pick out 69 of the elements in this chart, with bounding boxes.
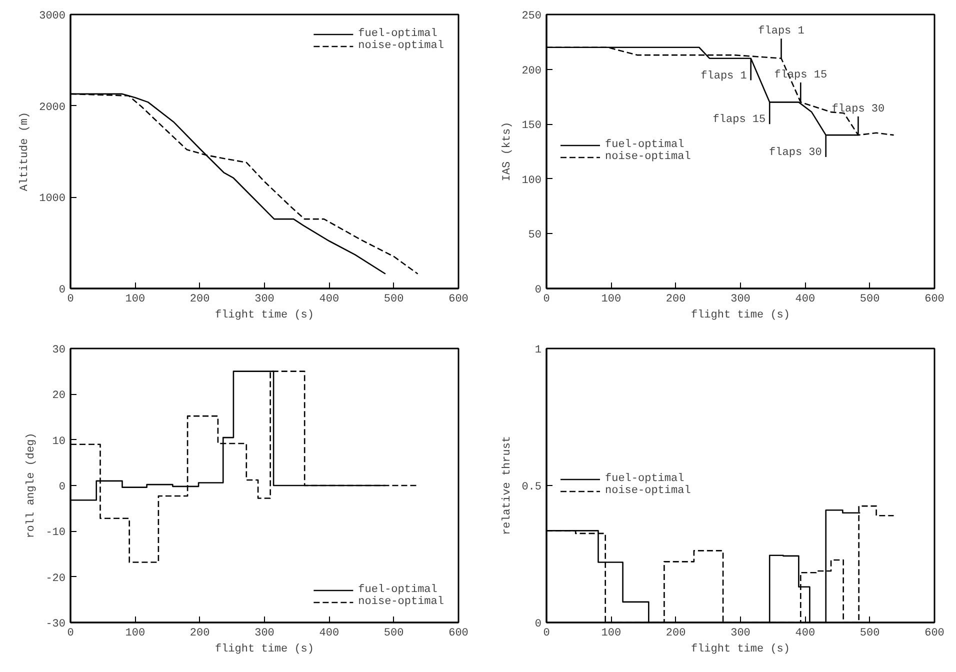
x-tick-label: 500 (860, 628, 880, 640)
y-tick-label: 2000 (39, 102, 66, 114)
x-tick-label: 300 (730, 294, 750, 306)
y-tick-label: 100 (522, 174, 542, 187)
legend-label: noise-optimal (358, 40, 444, 52)
x-tick-label: 600 (924, 628, 944, 640)
x-tick-label: 400 (319, 294, 340, 306)
x-tick-label: 500 (860, 294, 880, 306)
y-tick-label: 10 (52, 436, 66, 448)
y-axis-title: relative thrust (502, 436, 514, 536)
y-axis-title: Altitude (m) (19, 112, 32, 192)
x-tick-label: 600 (924, 294, 944, 306)
y-tick-label: 20 (52, 390, 66, 402)
x-tick-label: 400 (795, 294, 816, 306)
y-tick-label: 0.5 (522, 482, 542, 494)
y-tick-label: 200 (522, 65, 542, 78)
y-tick-label: 1000 (39, 193, 66, 206)
annotation: flaps 30 (769, 146, 822, 159)
y-tick-label: 0 (534, 618, 542, 630)
x-tick-label: 200 (666, 294, 686, 306)
annotation: flaps 15 (712, 114, 766, 126)
x-tick-label: 300 (730, 628, 750, 640)
y-axis-title: IAS (kts) (502, 122, 514, 182)
annotation: flaps 1 (700, 70, 748, 82)
x-tick-label: 100 (601, 628, 622, 640)
annotation: flaps 30 (832, 103, 885, 116)
x-axis-title: flight time (s) (214, 310, 314, 322)
y-tick-label: 0 (58, 482, 66, 494)
x-axis-title: flight time (s) (690, 310, 790, 322)
legend-label: noise-optimal (358, 596, 444, 608)
legend-label: fuel-optimal (605, 139, 684, 151)
x-tick-label: 300 (254, 294, 274, 306)
legend-label: fuel-optimal (358, 584, 438, 596)
y-tick-label: 1 (534, 344, 542, 356)
x-tick-label: 400 (795, 628, 816, 640)
x-tick-label: 0 (543, 628, 550, 640)
x-tick-label: 600 (448, 628, 468, 640)
x-axis-title: flight time (s) (214, 644, 314, 656)
y-tick-label: 50 (528, 230, 542, 242)
x-tick-label: 100 (125, 294, 146, 306)
y-tick-label: 0 (534, 284, 542, 296)
x-tick-label: 500 (384, 628, 404, 640)
y-axis-title: roll angle (deg) (26, 432, 38, 538)
legend-label: noise-optimal (605, 485, 691, 497)
legend-label: noise-optimal (605, 151, 691, 163)
legend-label: fuel-optimal (605, 473, 684, 485)
x-tick-label: 100 (601, 294, 622, 306)
x-tick-label: 0 (67, 628, 74, 640)
x-tick-label: 0 (543, 294, 550, 306)
y-tick-label: 150 (522, 120, 542, 132)
y-tick-label: -20 (46, 572, 66, 585)
y-tick-label: -30 (46, 618, 66, 630)
x-tick-label: 600 (448, 294, 468, 306)
x-tick-label: 300 (254, 628, 274, 640)
x-axis-title: flight time (s) (690, 644, 790, 656)
y-tick-label: 0 (58, 284, 66, 296)
legend-label: fuel-optimal (358, 28, 438, 40)
x-tick-label: 200 (190, 628, 210, 640)
x-tick-label: 200 (666, 628, 686, 640)
x-tick-label: 500 (384, 294, 404, 306)
annotation: flaps 1 (758, 26, 805, 38)
y-tick-label: 30 (52, 344, 66, 356)
x-tick-label: 0 (67, 294, 74, 306)
y-tick-label: 3000 (39, 10, 66, 22)
x-tick-label: 100 (125, 628, 146, 640)
x-tick-label: 400 (319, 628, 340, 640)
y-tick-label: -10 (46, 527, 66, 540)
x-tick-label: 200 (190, 294, 210, 306)
y-tick-label: 250 (522, 10, 542, 22)
